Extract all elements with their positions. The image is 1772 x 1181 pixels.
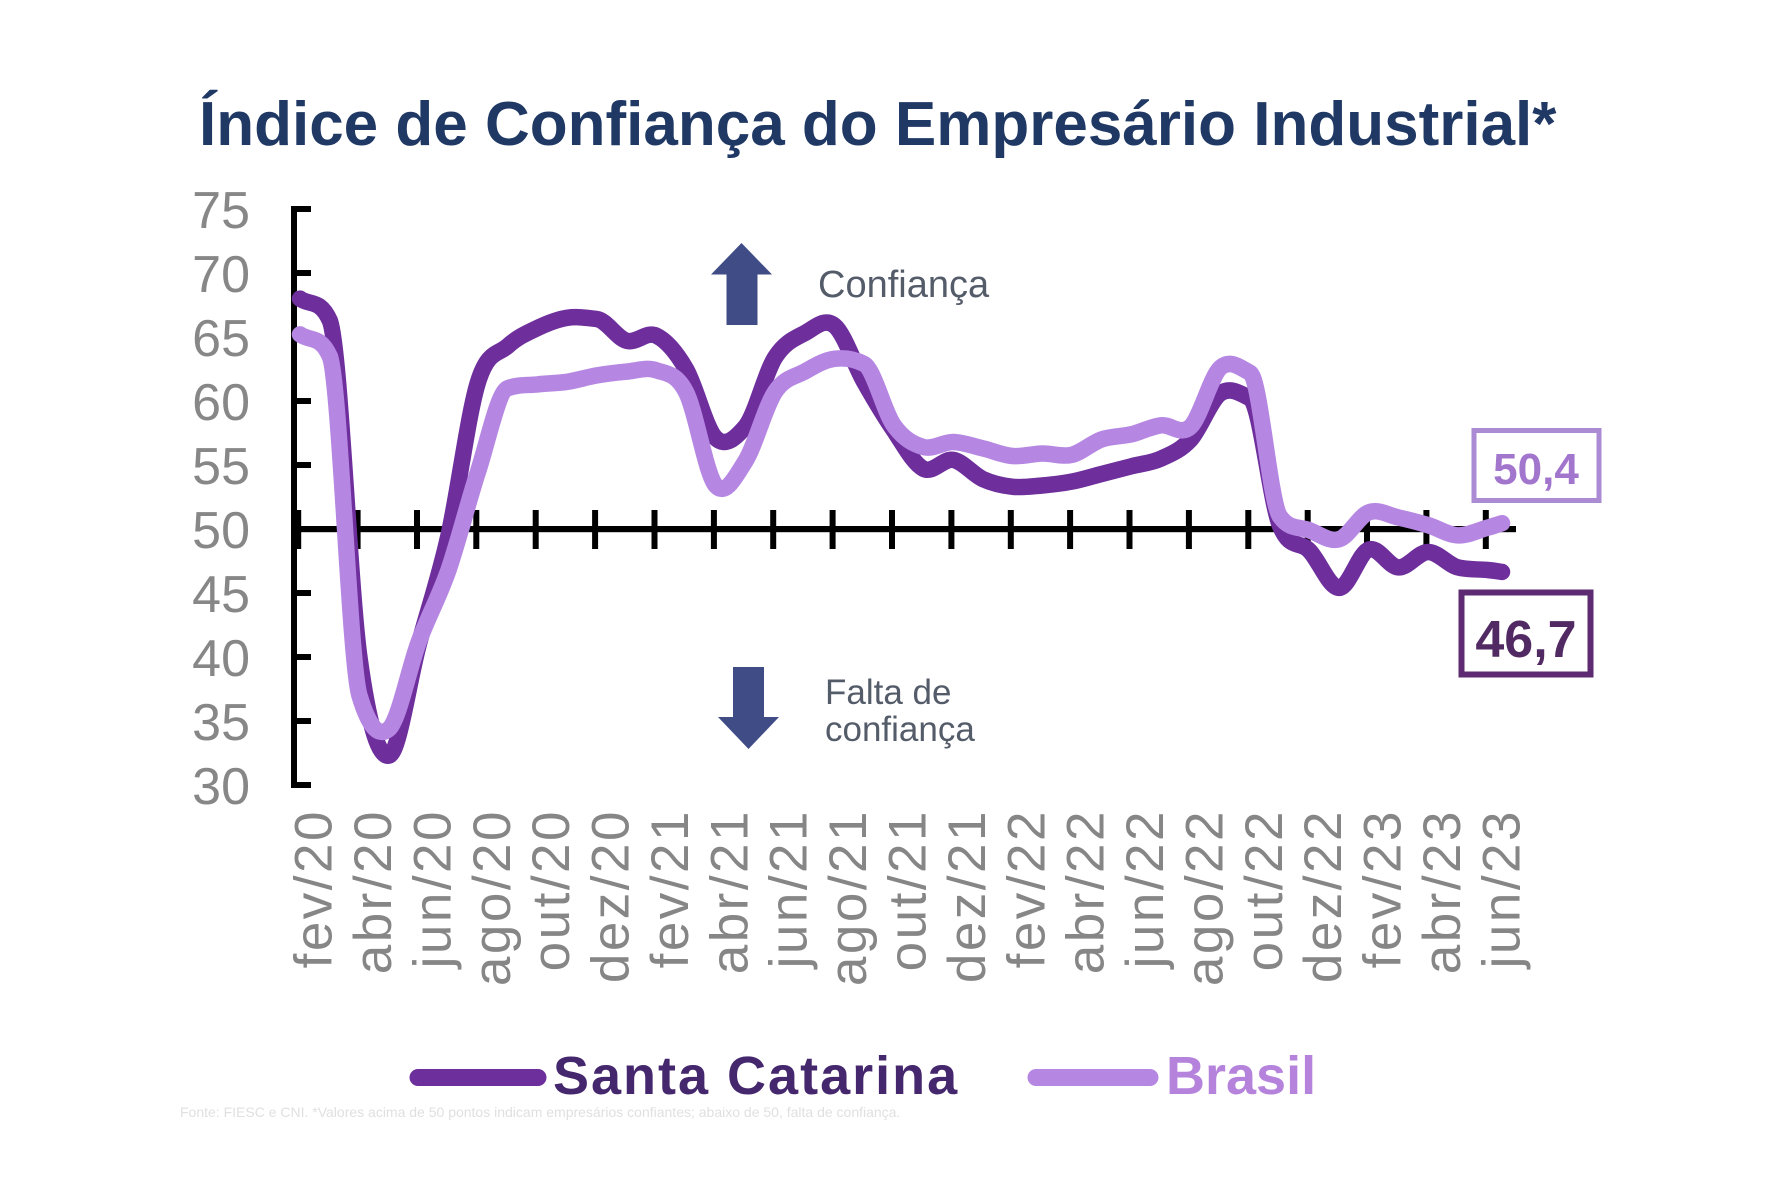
svg-text:75: 75: [192, 182, 250, 240]
svg-text:46,7: 46,7: [1475, 611, 1576, 669]
svg-text:Índice de Confiança do Empresá: Índice de Confiança do Empresário Indust…: [199, 90, 1557, 159]
svg-text:abr/23: abr/23: [1413, 809, 1472, 974]
svg-text:45: 45: [192, 566, 250, 624]
svg-text:fev/20: fev/20: [285, 809, 344, 968]
svg-text:55: 55: [192, 438, 250, 496]
svg-text:jun/20: jun/20: [404, 809, 463, 970]
svg-text:ago/20: ago/20: [463, 809, 522, 986]
svg-text:Confiança: Confiança: [818, 264, 990, 306]
svg-text:jun/22: jun/22: [1116, 809, 1175, 970]
svg-text:out/21: out/21: [879, 809, 938, 971]
svg-text:out/20: out/20: [522, 809, 581, 971]
svg-text:Santa Catarina: Santa Catarina: [553, 1046, 959, 1106]
svg-text:65: 65: [192, 310, 250, 368]
svg-text:fev/21: fev/21: [641, 809, 700, 968]
svg-text:confiança: confiança: [825, 710, 975, 749]
svg-text:Fonte: FIESC e CNI. *Valores: Fonte: FIESC e CNI. *Valores acima de 50…: [180, 1104, 900, 1120]
svg-text:35: 35: [192, 694, 250, 752]
svg-text:30: 30: [192, 758, 250, 816]
svg-text:jun/21: jun/21: [760, 809, 819, 970]
svg-text:abr/20: abr/20: [344, 809, 403, 974]
svg-text:70: 70: [192, 246, 250, 304]
svg-text:dez/21: dez/21: [938, 809, 997, 983]
svg-text:abr/21: abr/21: [700, 809, 759, 974]
svg-text:50,4: 50,4: [1493, 445, 1579, 494]
svg-text:60: 60: [192, 374, 250, 432]
svg-text:dez/20: dez/20: [582, 809, 641, 983]
svg-text:fev/23: fev/23: [1354, 809, 1413, 968]
svg-text:fev/22: fev/22: [997, 809, 1056, 968]
svg-text:ago/21: ago/21: [819, 809, 878, 986]
svg-text:ago/22: ago/22: [1175, 809, 1234, 986]
svg-text:40: 40: [192, 630, 250, 688]
svg-text:50: 50: [192, 502, 250, 560]
svg-text:Falta de: Falta de: [825, 673, 951, 712]
svg-text:out/22: out/22: [1235, 809, 1294, 971]
svg-text:abr/22: abr/22: [1057, 809, 1116, 974]
svg-text:Brasil: Brasil: [1166, 1046, 1316, 1106]
svg-text:dez/22: dez/22: [1294, 809, 1353, 983]
svg-text:jun/23: jun/23: [1472, 809, 1531, 970]
